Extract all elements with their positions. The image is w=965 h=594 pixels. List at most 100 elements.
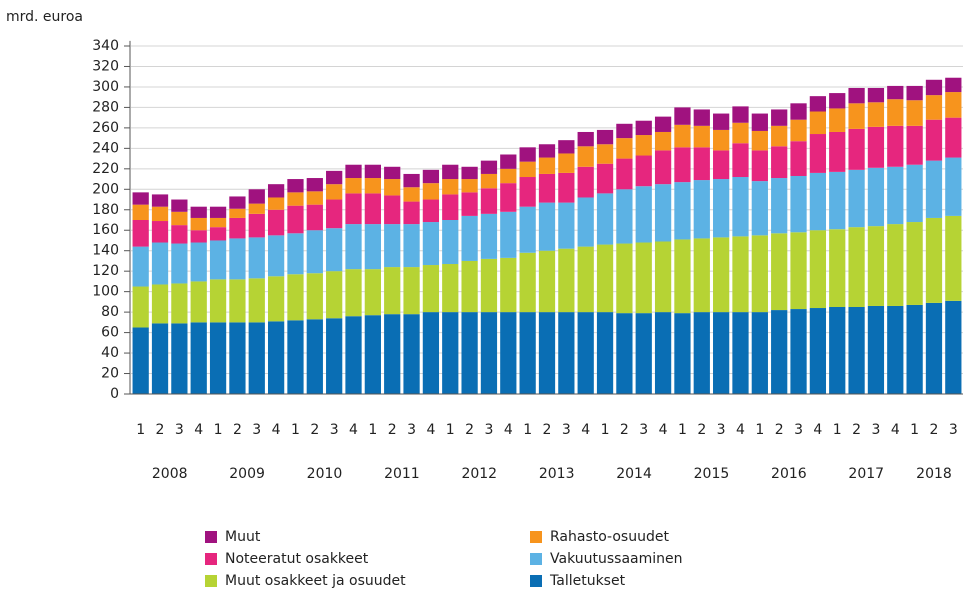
x-tick-label: 3 [717, 422, 726, 438]
x-tick-label: 2 [465, 422, 474, 438]
x-tick-label: 1 [910, 422, 919, 438]
bar-segment [345, 269, 362, 317]
bar-segment [132, 192, 149, 205]
bar-segment [790, 103, 807, 120]
bar-segment [848, 169, 865, 228]
bar-segment [906, 85, 923, 101]
x-tick-label: 2 [156, 422, 165, 438]
bar-segment [693, 147, 710, 181]
bar-segment [190, 217, 207, 231]
bar-segment [132, 327, 149, 394]
bar-segment [713, 113, 730, 130]
bar-segment [635, 186, 652, 243]
bar-segment [267, 321, 285, 394]
bar-segment [248, 278, 265, 323]
bar-segment [577, 312, 594, 394]
bar-segment [364, 315, 381, 394]
x-tick-label: 4 [736, 422, 745, 438]
bar-segment [480, 312, 498, 394]
bar-segment [887, 125, 904, 167]
bar-segment [267, 197, 285, 210]
y-tick-label: 60 [101, 325, 119, 341]
bar-segment [480, 188, 498, 214]
bar-segment [693, 312, 710, 394]
bar-segment [306, 191, 323, 205]
legend-swatch [205, 531, 217, 543]
bar-segment [596, 193, 614, 245]
bar-segment [151, 242, 169, 285]
bar-segment [693, 109, 710, 126]
bar-segment [751, 181, 768, 236]
bar-segment [693, 238, 710, 313]
y-tick-label: 160 [92, 222, 119, 238]
x-tick-label: 4 [194, 422, 203, 438]
bar-segment [306, 230, 323, 274]
bar-segment [635, 120, 652, 136]
legend-label: Muut [225, 529, 261, 545]
bar-segment [809, 172, 827, 231]
year-label: 2016 [771, 466, 807, 482]
bar-segment [674, 182, 691, 240]
bar-segment [790, 309, 807, 394]
bar-segment [442, 312, 459, 394]
bar-segment [867, 87, 885, 103]
bar-segment [945, 215, 962, 301]
bar-segment [461, 192, 478, 216]
bar-segment [867, 226, 885, 306]
x-tick-label: 4 [504, 422, 513, 438]
bar-segment [732, 236, 749, 313]
bar-segment [287, 192, 304, 206]
bar-segment [732, 122, 749, 144]
bar-segment [151, 206, 169, 222]
bar-segment [422, 265, 440, 313]
legend-swatch [530, 575, 542, 587]
x-tick-label: 4 [659, 422, 668, 438]
bar-segment [848, 128, 865, 170]
x-tick-label: 1 [678, 422, 687, 438]
bar-segment [209, 322, 227, 394]
bar-segment [887, 99, 904, 126]
x-tick-label: 2 [775, 422, 784, 438]
bar-segment [674, 239, 691, 314]
bar-segment [151, 284, 169, 324]
bar-segment [171, 211, 188, 226]
x-tick-label: 1 [755, 422, 764, 438]
x-tick-label: 2 [697, 422, 706, 438]
x-tick-label: 1 [446, 422, 455, 438]
x-tick-label: 1 [833, 422, 842, 438]
bar-segment [267, 209, 285, 236]
x-tick-label: 1 [136, 422, 145, 438]
year-label: 2014 [616, 466, 652, 482]
bar-segment [229, 279, 246, 323]
bar-segment [248, 213, 265, 238]
bar-segment [461, 312, 478, 394]
bar-segment [635, 242, 652, 314]
bar-segment [422, 312, 440, 394]
y-tick-label: 340 [92, 38, 119, 54]
bar-segment [925, 217, 943, 303]
bar-segment [887, 166, 904, 225]
bar-segment [809, 96, 827, 112]
y-tick-label: 300 [92, 79, 119, 95]
bar-segment [442, 179, 459, 195]
bar-segment [616, 158, 633, 190]
bar-segment [384, 166, 401, 180]
bar-segment [500, 168, 517, 184]
bar-segment [596, 163, 614, 194]
bar-segment [229, 196, 246, 209]
bar-segment [925, 160, 943, 218]
bar-segment [867, 305, 885, 394]
bar-segment [151, 194, 169, 207]
bar-segment [519, 206, 536, 253]
bar-segment [829, 307, 846, 394]
bar-segment [248, 203, 265, 214]
bar-segment [190, 242, 207, 282]
x-tick-label: 2 [852, 422, 861, 438]
bar-segment [616, 243, 633, 314]
y-tick-label: 280 [92, 99, 119, 115]
bar-segment [326, 228, 343, 272]
year-label: 2011 [384, 466, 420, 482]
bar-segment [364, 164, 381, 179]
x-tick-label: 3 [949, 422, 958, 438]
bar-segment [577, 246, 594, 313]
